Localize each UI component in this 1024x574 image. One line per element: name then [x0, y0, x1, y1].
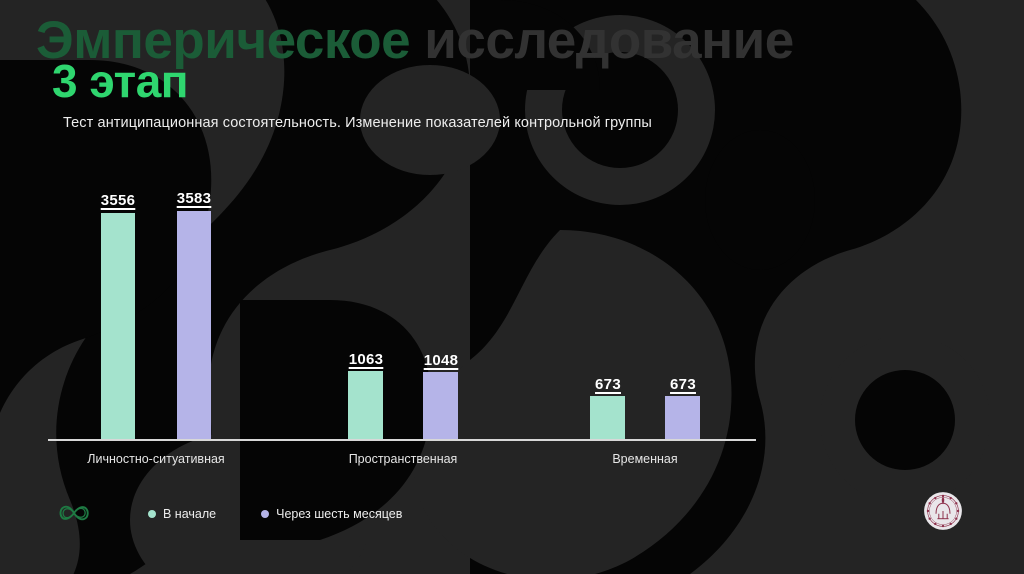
stage-title: 3 этап: [52, 55, 189, 107]
bar-g3-s2: [665, 396, 700, 439]
category-label-2: Пространственная: [348, 452, 458, 466]
bar-value-g2-s1: 1063: [348, 351, 384, 368]
slide-subtitle: Тест антиципационная состоятельность. Из…: [63, 115, 652, 131]
legend-item-six-months[interactable]: Через шесть месяцев: [261, 507, 402, 521]
legend-dot-icon-baseline: [148, 510, 156, 518]
bar-g1-s2: [177, 211, 211, 439]
chart-legend: В начале Через шесть месяцев: [148, 507, 402, 521]
legend-item-baseline[interactable]: В начале: [148, 507, 216, 521]
slide-headline: Эмперическое исследование: [36, 14, 1024, 67]
category-label-1: Личностно-ситуативная: [87, 452, 225, 466]
bar-g3-s1: [590, 396, 625, 439]
bar-g1-s1: [101, 213, 135, 439]
bar-value-g3-s2: 673: [670, 376, 696, 393]
legend-label-six-months: Через шесть месяцев: [276, 507, 403, 521]
bar-value-g1-s1: 3556: [100, 192, 136, 209]
legend-dot-icon-six-months: [261, 510, 270, 518]
chart-baseline-axis: [48, 439, 756, 441]
headline-part-research: исследование: [424, 11, 794, 70]
bar-value-g2-s2: 1048: [423, 352, 459, 369]
university-seal-icon: [924, 492, 962, 530]
bar-g2-s2: [423, 372, 458, 439]
category-label-3: Временная: [612, 452, 678, 466]
bar-g2-s1: [348, 371, 383, 439]
headline-part-empirical: Эмперическое: [36, 11, 411, 70]
bar-value-g1-s2: 3583: [176, 190, 212, 207]
bar-value-g3-s1: 673: [595, 376, 621, 393]
legend-label-baseline: В начале: [163, 507, 217, 521]
infinity-icon: [59, 505, 89, 521]
